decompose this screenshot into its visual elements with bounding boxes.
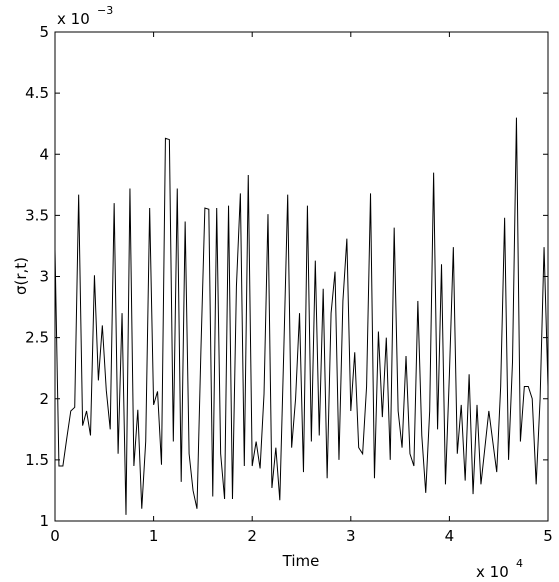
y-tick-label: 1	[39, 512, 49, 530]
y-tick-label: 5	[39, 23, 49, 41]
y-tick-label: 4.5	[25, 84, 49, 102]
y-tick-label: 2.5	[25, 329, 49, 347]
y-tick-label: 3	[39, 268, 49, 286]
x-tick-label: 0	[50, 527, 60, 545]
x-multiplier-exponent: 4	[516, 557, 523, 570]
y-multiplier-exponent: −3	[97, 4, 113, 17]
y-tick-label: 4	[39, 145, 49, 163]
y-tick-label: 3.5	[25, 206, 49, 224]
x-tick-label: 5	[543, 527, 553, 545]
data-line	[54, 117, 549, 515]
x-axis-label: Time	[282, 552, 320, 570]
x-tick-label: 1	[149, 527, 159, 545]
plot-frame	[54, 31, 549, 522]
y-multiplier: x 10	[57, 10, 90, 28]
y-axis-label: σ(r,t)	[12, 257, 30, 295]
x-multiplier: x 10	[476, 563, 509, 581]
y-tick-label: 2	[39, 390, 49, 408]
y-tick-label: 1.5	[25, 451, 49, 469]
x-tick-label: 4	[445, 527, 455, 545]
x-tick-label: 3	[346, 527, 356, 545]
x-tick-label: 2	[247, 527, 257, 545]
